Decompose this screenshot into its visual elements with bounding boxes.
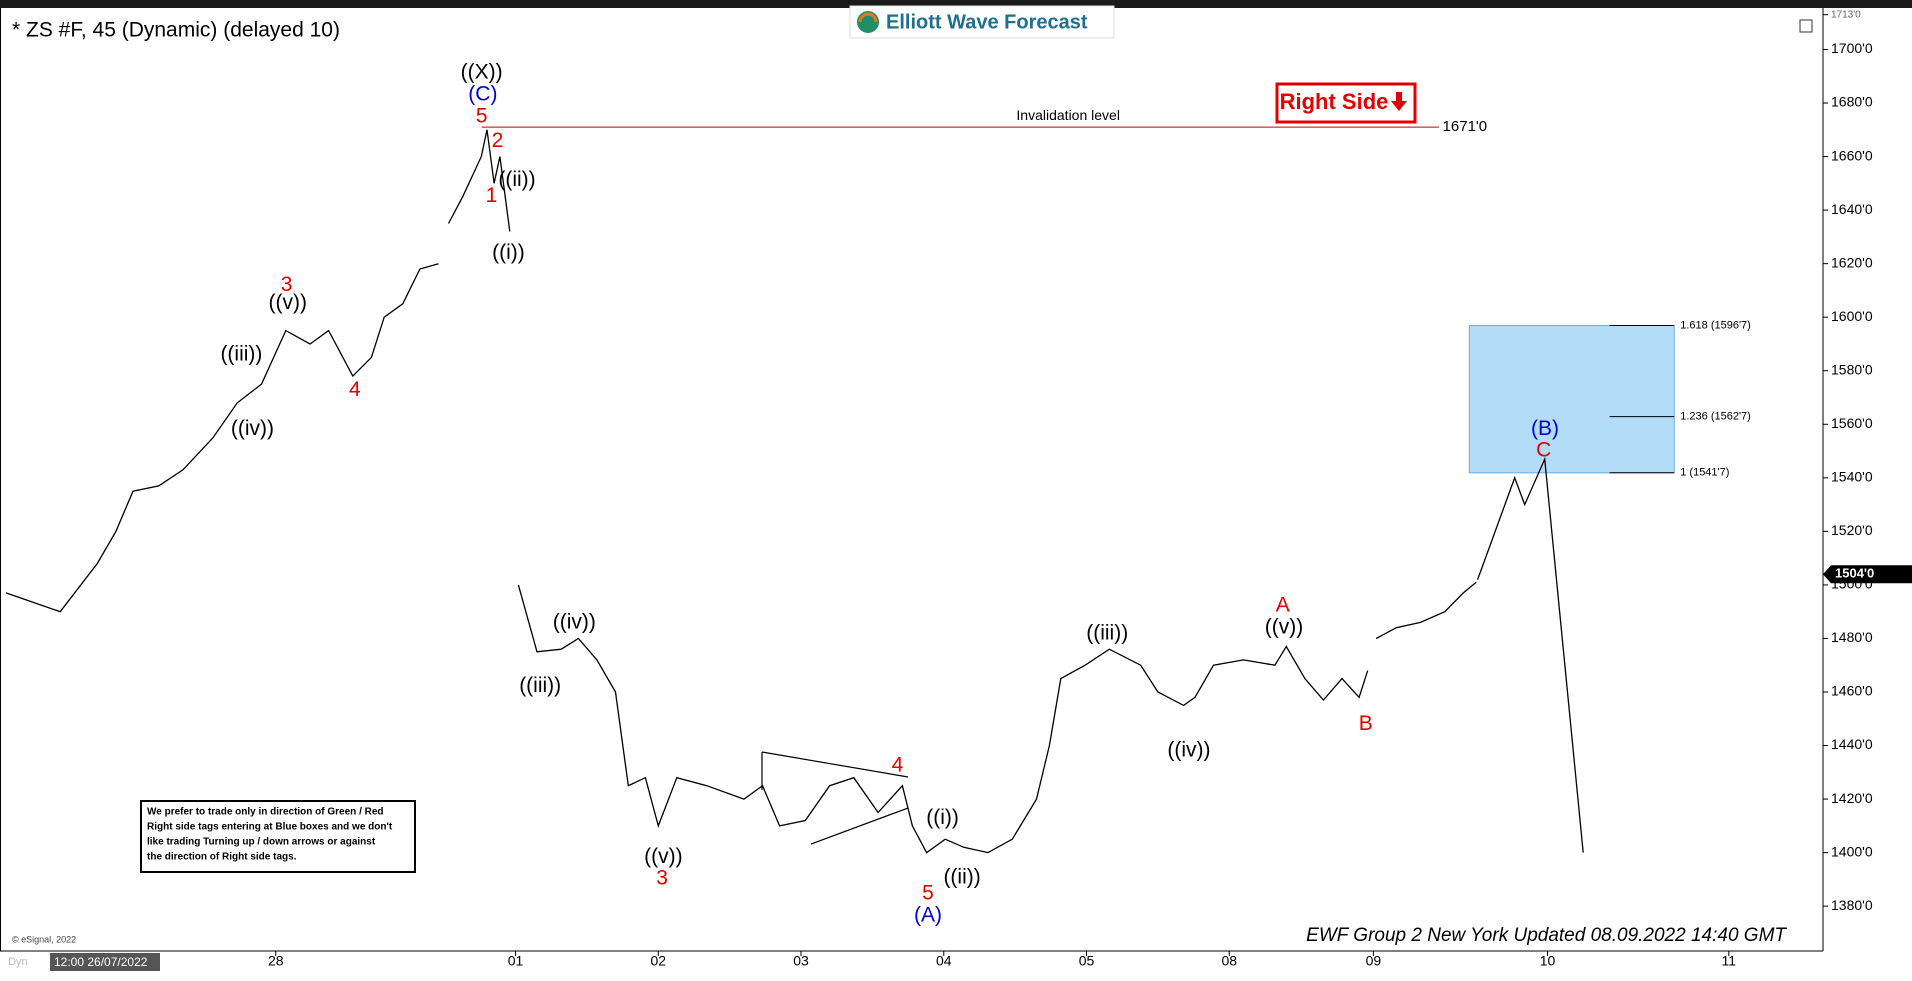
wave-label: 3 xyxy=(281,273,293,296)
triangle-lower xyxy=(810,807,909,845)
wave-label: ((iv)) xyxy=(231,417,274,440)
logo-text: Elliott Wave Forecast xyxy=(886,11,1088,33)
price-line xyxy=(1476,456,1584,853)
copyright: © eSignal, 2022 xyxy=(12,934,76,944)
chart-title: * ZS #F, 45 (Dynamic) (delayed 10) xyxy=(12,19,340,42)
y-tick-label: 1640'0 xyxy=(1831,201,1873,217)
x-tick-label: 28 xyxy=(268,953,284,969)
invalidation-text: Invalidation level xyxy=(1016,107,1120,123)
note-line: We prefer to trade only in direction of … xyxy=(147,807,384,818)
wave-label: 1 xyxy=(486,184,498,207)
wave-label: ((ii)) xyxy=(498,168,535,191)
cursor-time-box xyxy=(50,953,160,971)
y-tick-label: 1600'0 xyxy=(1831,308,1873,324)
wave-label: 5 xyxy=(476,105,488,128)
fib-label: 1 (1541'7) xyxy=(1680,467,1729,479)
y-tick-label: 1540'0 xyxy=(1831,469,1873,485)
tag-text: Right Side xyxy=(1280,89,1389,114)
x-tick-label: 11 xyxy=(1722,953,1737,969)
wave-label: (B) xyxy=(1531,417,1559,440)
wave-label: ((iii)) xyxy=(519,674,561,697)
window-button[interactable] xyxy=(1799,19,1813,33)
top-bar xyxy=(0,0,1912,8)
y-tick-label: 1620'0 xyxy=(1831,254,1873,270)
tag-box xyxy=(1275,82,1417,124)
wave-label: ((v)) xyxy=(644,845,682,868)
wave-label: ((ii)) xyxy=(943,866,980,889)
y-tick-label: 1660'0 xyxy=(1831,147,1873,163)
y-tick-label: 1520'0 xyxy=(1831,522,1873,538)
wave-label: 4 xyxy=(892,753,904,776)
triangle-upper xyxy=(761,751,909,778)
y-tick-label: 1380'0 xyxy=(1831,897,1873,913)
wave-label: ((v)) xyxy=(269,291,307,314)
y-tick-label: 1560'0 xyxy=(1831,415,1873,431)
wave-label: ((X)) xyxy=(461,61,503,84)
wave-label: A xyxy=(1276,594,1290,617)
triangle xyxy=(761,751,909,845)
invalidation-label: 1671'0 xyxy=(1443,118,1488,135)
logo-box xyxy=(849,5,1115,39)
target-zone xyxy=(1468,325,1675,474)
wave-label: ((iii)) xyxy=(1086,622,1128,645)
wave-label: ((iii)) xyxy=(220,342,262,365)
price-line xyxy=(5,129,1477,854)
last-price-label: 1504'0 xyxy=(1835,566,1874,581)
y-tick-label: 1713'0 xyxy=(1831,9,1861,20)
y-tick-label: 1460'0 xyxy=(1831,683,1873,699)
wave-label: (A) xyxy=(914,903,942,926)
wave-label: (C) xyxy=(468,83,497,106)
note-line: the direction of Right side tags. xyxy=(147,852,297,863)
x-tick-label: 03 xyxy=(793,953,809,969)
x-tick-label: 01 xyxy=(508,953,524,969)
mode-label: Dyn xyxy=(8,956,28,968)
wave-label: 4 xyxy=(349,378,361,401)
x-tick-label: 10 xyxy=(1540,953,1556,969)
wave-label: ((iv)) xyxy=(1167,739,1210,762)
y-tick-label: 1580'0 xyxy=(1831,361,1873,377)
y-tick-label: 1680'0 xyxy=(1831,94,1873,110)
note-box: We prefer to trade only in direction of … xyxy=(140,800,416,873)
right-side-tag: Right Side xyxy=(1275,82,1417,124)
wave-label: 3 xyxy=(656,867,668,890)
x-tick-label: 02 xyxy=(651,953,667,969)
fib-label: 1.618 (1596'7) xyxy=(1680,319,1751,331)
fib-label: 1.236 (1562'7) xyxy=(1680,410,1751,422)
cursor-time: 12:00 26/07/2022 xyxy=(54,955,148,969)
price-axis-panel xyxy=(1823,8,1912,981)
y-tick-label: 1400'0 xyxy=(1831,843,1873,859)
wave-label: 5 xyxy=(922,881,934,904)
note-line: Right side tags entering at Blue boxes a… xyxy=(147,822,393,833)
y-tick-label: 1440'0 xyxy=(1831,736,1873,752)
wave-label: ((v)) xyxy=(1265,616,1303,639)
note-line: like trading Turning up / down arrows or… xyxy=(147,837,376,848)
y-tick-label: 1480'0 xyxy=(1831,629,1873,645)
wave-label: ((i)) xyxy=(926,806,959,829)
note-frame xyxy=(140,800,416,873)
footer-text: EWF Group 2 New York Updated 08.09.2022 … xyxy=(1306,925,1787,946)
x-tick-label: 08 xyxy=(1221,953,1237,969)
logo-icon-arc xyxy=(858,12,878,23)
x-tick-label: 04 xyxy=(936,953,952,969)
last-price-box xyxy=(1823,565,1912,584)
wave-label: 2 xyxy=(492,129,504,152)
wave-label: ((iv)) xyxy=(553,611,596,634)
tag-arrow xyxy=(1391,92,1407,111)
wave-label: C xyxy=(1536,439,1551,462)
y-tick-label: 1700'0 xyxy=(1831,40,1873,56)
wave-label: B xyxy=(1359,712,1373,735)
x-tick-label: 05 xyxy=(1079,953,1095,969)
y-tick-label: 1420'0 xyxy=(1831,790,1873,806)
x-tick-label: 09 xyxy=(1366,953,1382,969)
logo: Elliott Wave Forecast xyxy=(849,5,1115,39)
wave-label: ((i)) xyxy=(492,241,525,264)
